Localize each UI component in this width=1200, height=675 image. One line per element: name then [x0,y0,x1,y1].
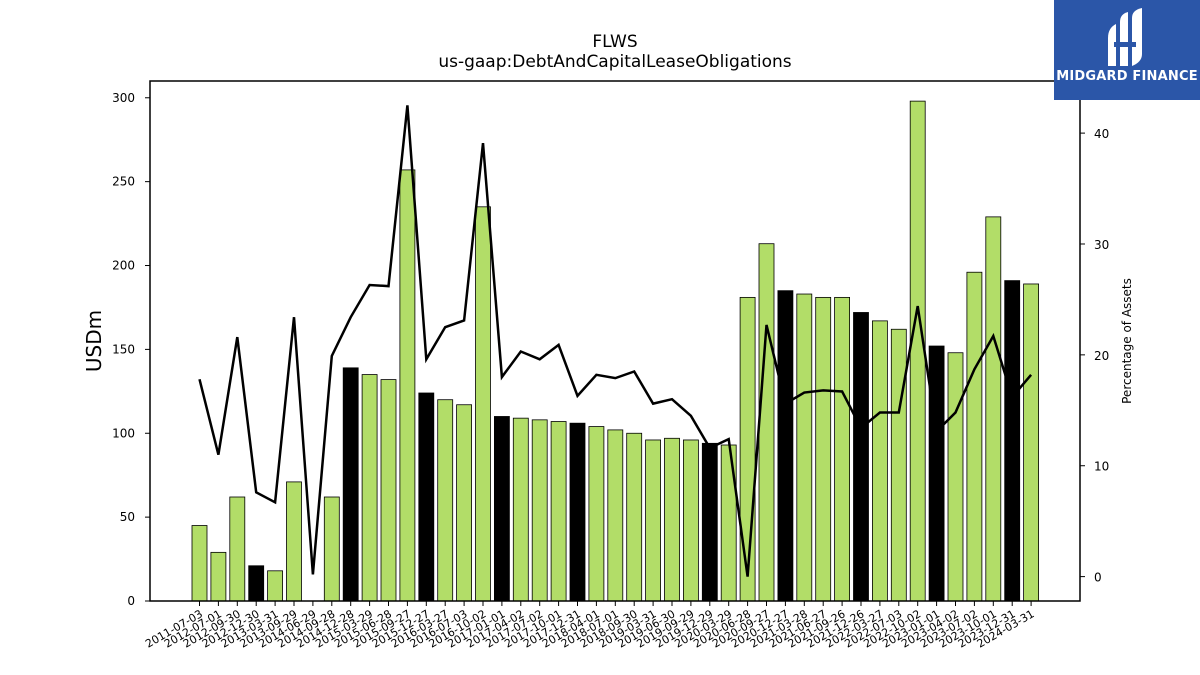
y-tick-label-300: 300 [112,91,135,105]
bar-2012-09-30 [229,496,246,602]
bar-2024-03-31 [1023,283,1039,602]
bar-2015-12-27 [418,392,435,602]
y2-tick-label-10: 10 [1094,460,1109,474]
bar-2017-07-02 [531,419,548,602]
bar-2020-06-28 [739,296,756,602]
y-tick-label-50: 50 [120,510,135,524]
logo-text: MIDGARD FINANCE [1056,69,1198,84]
y-axis-label: USDm [82,310,106,372]
bar-2011-07-03 [191,525,208,602]
bar-2016-10-02 [475,206,491,602]
bar-2015-06-28 [380,379,397,602]
bar-2022-03-27 [872,320,888,602]
bar-2019-09-29 [683,439,699,602]
y2-tick-label-20: 20 [1094,349,1109,363]
y2-tick-label-0: 0 [1094,571,1102,585]
bar-2019-06-30 [664,437,680,602]
y-tick-label-200: 200 [112,259,135,273]
bar-2015-03-29 [361,374,378,602]
bar-2018-07-01 [607,429,624,602]
bar-2018-09-30 [626,432,643,602]
bar-2017-04-02 [512,417,529,602]
bar-2014-12-28 [342,367,359,602]
bar-2022-10-02 [909,100,926,602]
bars [191,100,1039,602]
bar-2021-12-26 [853,312,869,602]
y-tick-label-150: 150 [112,342,135,356]
percentage-series-line [198,105,1033,577]
midgard-logo-icon [1108,8,1142,66]
x-axis: 2011-07-032012-07-012012-09-302012-12-30… [143,601,1037,651]
bar-2017-10-01 [550,421,567,602]
y-tick-label-250: 250 [112,175,135,189]
bar-2023-07-02 [966,271,983,602]
bar-2023-10-01 [985,216,1002,602]
y-axis-right: 0 10 20 30 40 [1080,127,1109,585]
y2-tick-label-40: 40 [1094,127,1109,141]
y-tick-label-0: 0 [127,594,135,608]
chart-subtitle: us-gaap:DebtAndCapitalLeaseObligations [438,52,792,72]
y2-tick-label-30: 30 [1094,238,1109,252]
bar-2021-09-26 [834,296,850,602]
bar-2019-03-31 [645,439,661,602]
y2-axis-label: Percentage of Assets [1120,278,1134,404]
chart-title: FLWS [592,32,638,52]
bar-2013-03-31 [267,570,284,602]
bar-2015-09-27 [399,169,416,602]
bar-2013-09-29 [286,481,302,602]
percentage-line [198,105,1033,577]
bar-2023-04-02 [947,352,964,602]
bar-2023-12-31 [1004,280,1021,602]
bar-2021-03-28 [796,293,813,602]
bar-2020-12-27 [777,290,794,602]
bar-2019-12-29 [701,442,718,602]
bar-2021-06-27 [815,296,832,602]
y-tick-label-100: 100 [112,426,135,440]
bar-2012-12-30 [248,565,265,602]
bar-2022-07-03 [890,328,907,602]
bar-2018-04-01 [588,426,605,602]
y-axis-left: 0 50 100 150 200 250 300 [112,91,150,608]
midgard-logo: MIDGARD FINANCE [1054,0,1200,100]
bar-2014-09-28 [323,496,340,602]
bar-2016-07-03 [456,404,473,602]
bar-2016-03-27 [437,399,454,602]
bar-2017-12-31 [569,422,586,602]
bar-2020-09-27 [758,243,775,602]
bar-2012-07-01 [210,551,227,602]
bar-2017-01-01 [493,416,510,602]
bar-2023-01-01 [928,345,945,602]
